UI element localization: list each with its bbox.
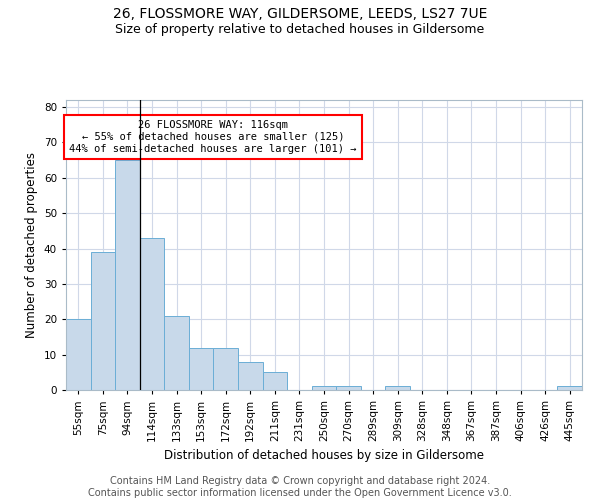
Bar	[140, 238, 164, 390]
Bar	[336, 386, 361, 390]
Bar	[263, 372, 287, 390]
Bar	[66, 320, 91, 390]
Text: Size of property relative to detached houses in Gildersome: Size of property relative to detached ho…	[115, 22, 485, 36]
Text: 26, FLOSSMORE WAY, GILDERSOME, LEEDS, LS27 7UE: 26, FLOSSMORE WAY, GILDERSOME, LEEDS, LS…	[113, 8, 487, 22]
Text: Contains HM Land Registry data © Crown copyright and database right 2024.
Contai: Contains HM Land Registry data © Crown c…	[88, 476, 512, 498]
Bar	[91, 252, 115, 390]
Bar	[312, 386, 336, 390]
Bar	[385, 386, 410, 390]
X-axis label: Distribution of detached houses by size in Gildersome: Distribution of detached houses by size …	[164, 450, 484, 462]
Bar	[214, 348, 238, 390]
Text: 26 FLOSSMORE WAY: 116sqm
← 55% of detached houses are smaller (125)
44% of semi-: 26 FLOSSMORE WAY: 116sqm ← 55% of detach…	[70, 120, 357, 154]
Bar	[238, 362, 263, 390]
Bar	[189, 348, 214, 390]
Bar	[115, 160, 140, 390]
Y-axis label: Number of detached properties: Number of detached properties	[25, 152, 38, 338]
Bar	[557, 386, 582, 390]
Bar	[164, 316, 189, 390]
